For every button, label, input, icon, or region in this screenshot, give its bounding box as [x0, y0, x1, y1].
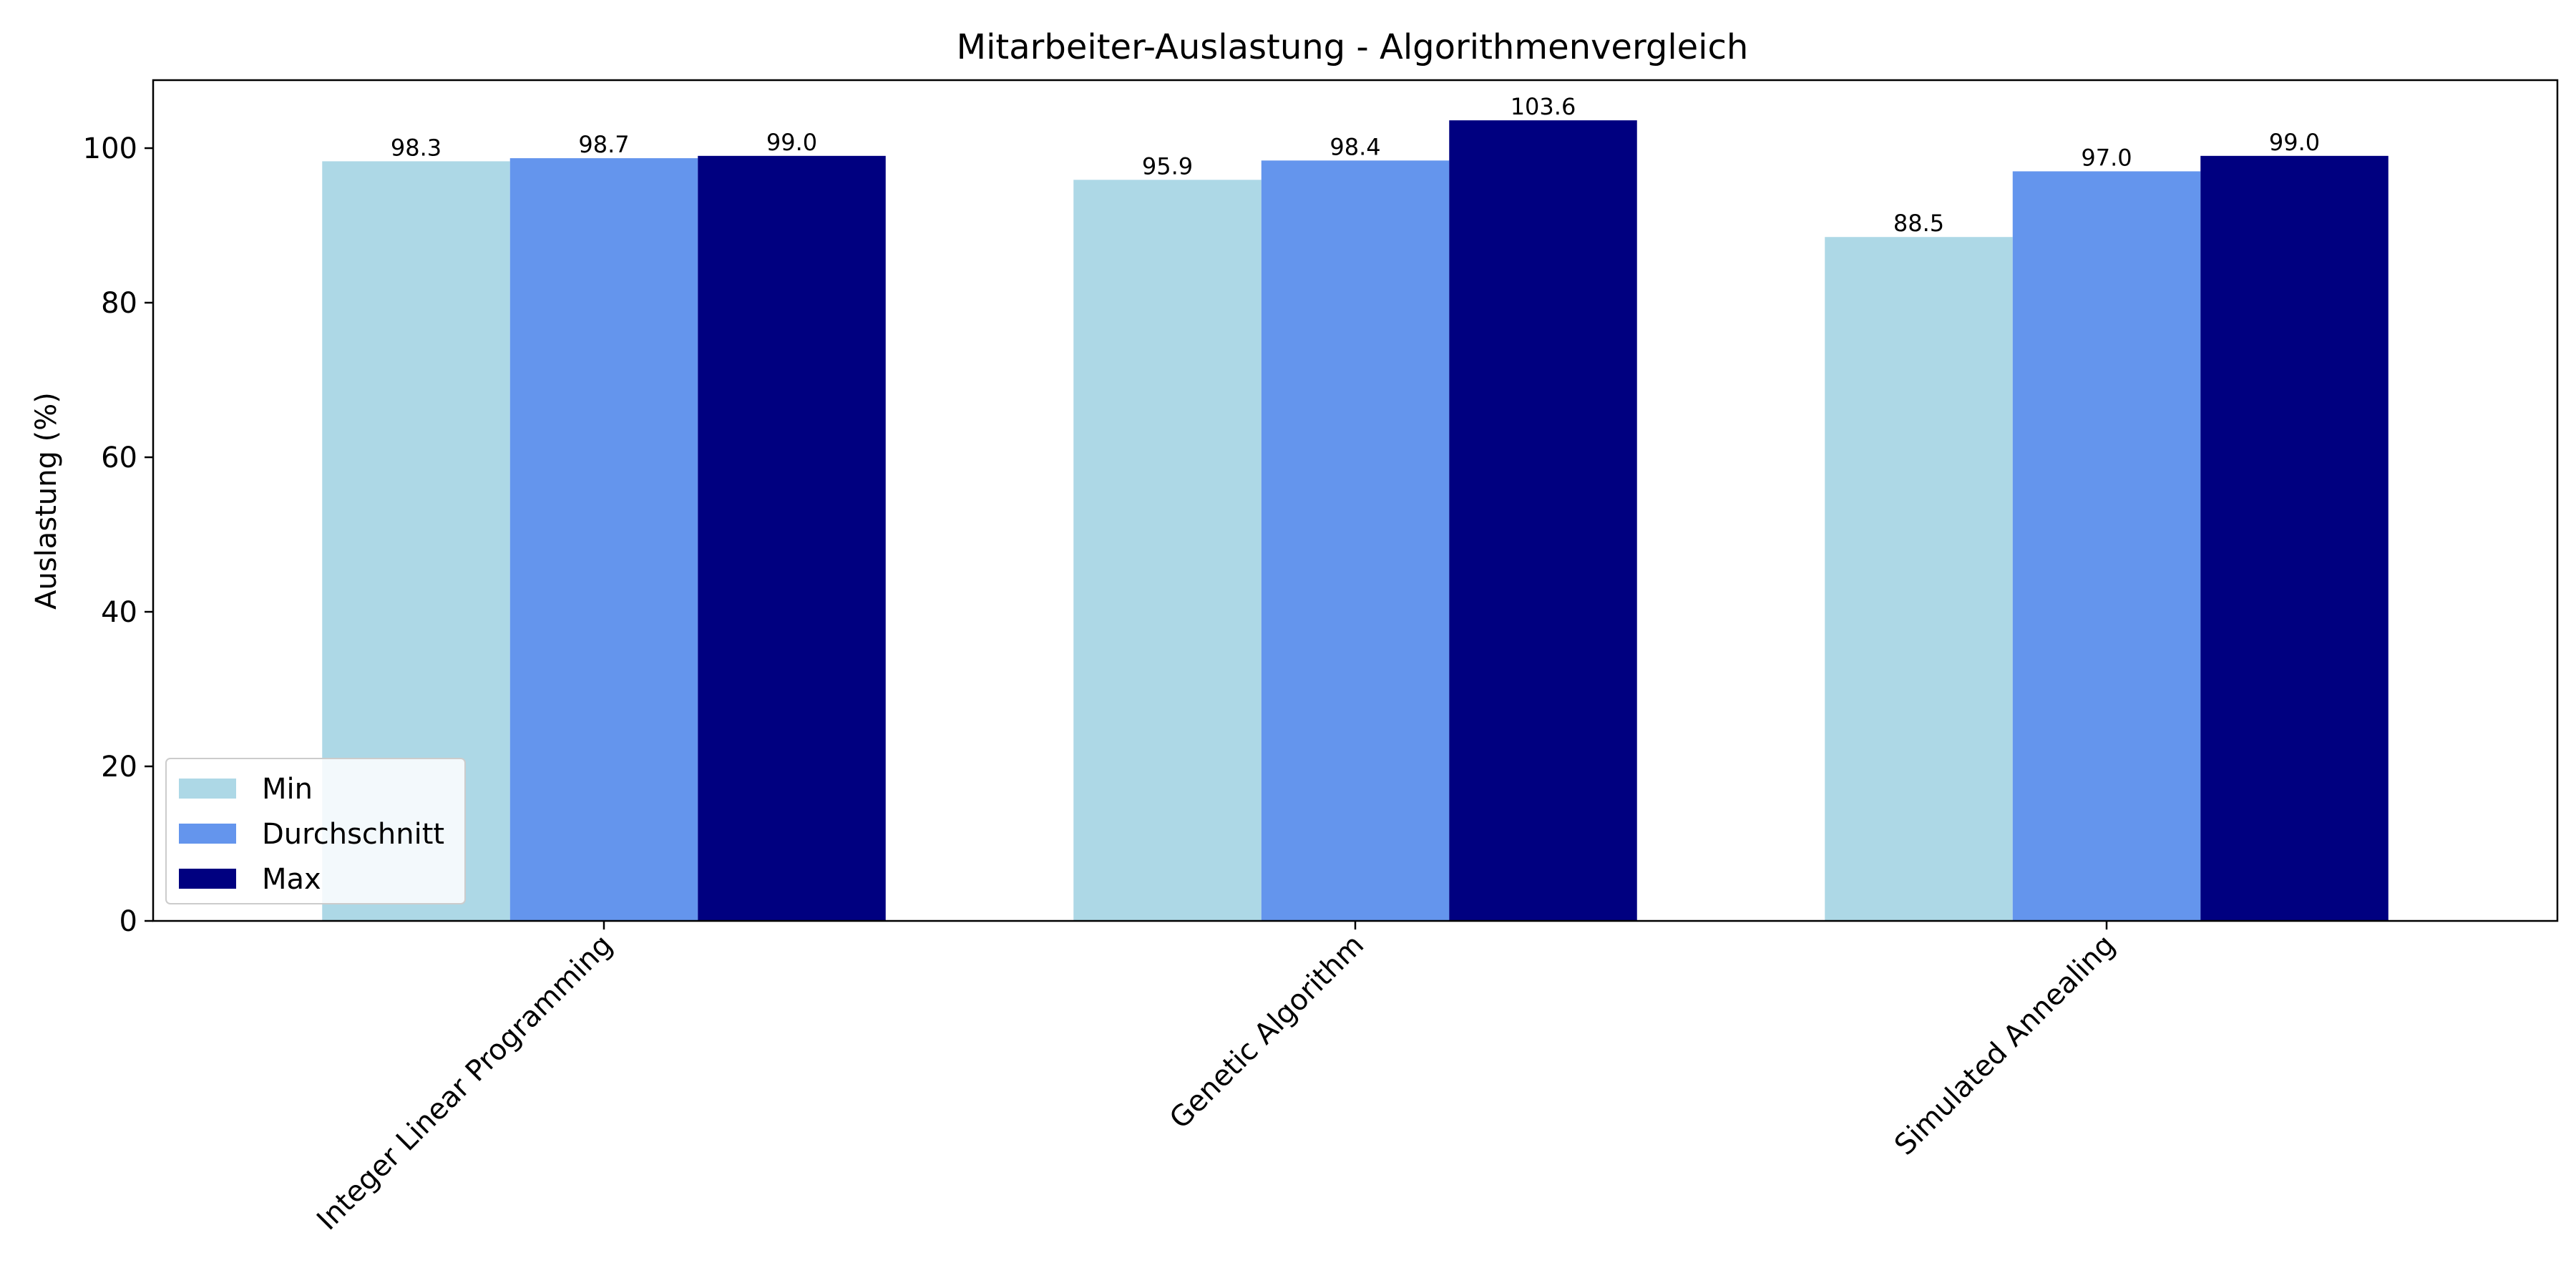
- bar-value-label: 98.4: [1330, 133, 1380, 160]
- bar-durchschnitt-0: [509, 158, 698, 921]
- legend: Min Durchschnitt Max: [165, 758, 466, 904]
- x-tick-label: Integer Linear Programming: [311, 929, 619, 1237]
- y-tick-label: 100: [83, 132, 137, 165]
- y-axis-label: Auslastung (%): [30, 392, 63, 610]
- bar-value-label: 95.9: [1142, 152, 1193, 180]
- bar-max-0: [698, 155, 886, 921]
- bar-durchschnitt-1: [1261, 160, 1450, 922]
- bar-value-label: 99.0: [766, 129, 817, 156]
- legend-label: Min: [262, 773, 313, 806]
- bars-layer: [322, 120, 2389, 922]
- bar-value-label: 98.3: [391, 134, 441, 161]
- bar-value-label: 88.5: [1893, 210, 1944, 237]
- bar-value-labels: 98.3 95.9 88.5 98.7 98.4 97.0 99.0 103.6 99.0: [391, 93, 2320, 237]
- bar-value-label: 97.0: [2081, 144, 2132, 171]
- y-tick-label: 20: [101, 751, 137, 784]
- chart-title: Mitarbeiter-Auslastung - Algorithmenverg…: [957, 27, 1749, 67]
- bar-value-label: 103.6: [1511, 93, 1576, 120]
- y-axis: 0 20 40 60 80 100: [83, 132, 153, 938]
- legend-label: Max: [262, 863, 321, 896]
- bar-min-1: [1073, 180, 1262, 921]
- legend-swatch-max: [179, 869, 236, 889]
- y-tick-label: 40: [101, 596, 137, 629]
- x-tick-label: Simulated Annealing: [1888, 929, 2122, 1162]
- bar-min-2: [1825, 237, 2013, 921]
- legend-swatch-durchschnitt: [179, 824, 236, 844]
- bar-durchschnitt-2: [2012, 171, 2201, 921]
- legend-label: Durchschnitt: [262, 818, 444, 851]
- x-axis: Integer Linear Programming Genetic Algori…: [311, 921, 2122, 1236]
- bar-max-2: [2200, 155, 2389, 921]
- bar-value-label: 98.7: [578, 131, 629, 158]
- legend-box: [165, 758, 466, 904]
- y-tick-label: 0: [119, 905, 137, 938]
- legend-swatch-min: [179, 779, 236, 799]
- y-tick-label: 60: [101, 441, 137, 474]
- x-tick-label: Genetic Algorithm: [1163, 929, 1370, 1136]
- bar-value-label: 99.0: [2269, 129, 2320, 156]
- bar-max-1: [1449, 120, 1637, 921]
- y-tick-label: 80: [101, 287, 137, 320]
